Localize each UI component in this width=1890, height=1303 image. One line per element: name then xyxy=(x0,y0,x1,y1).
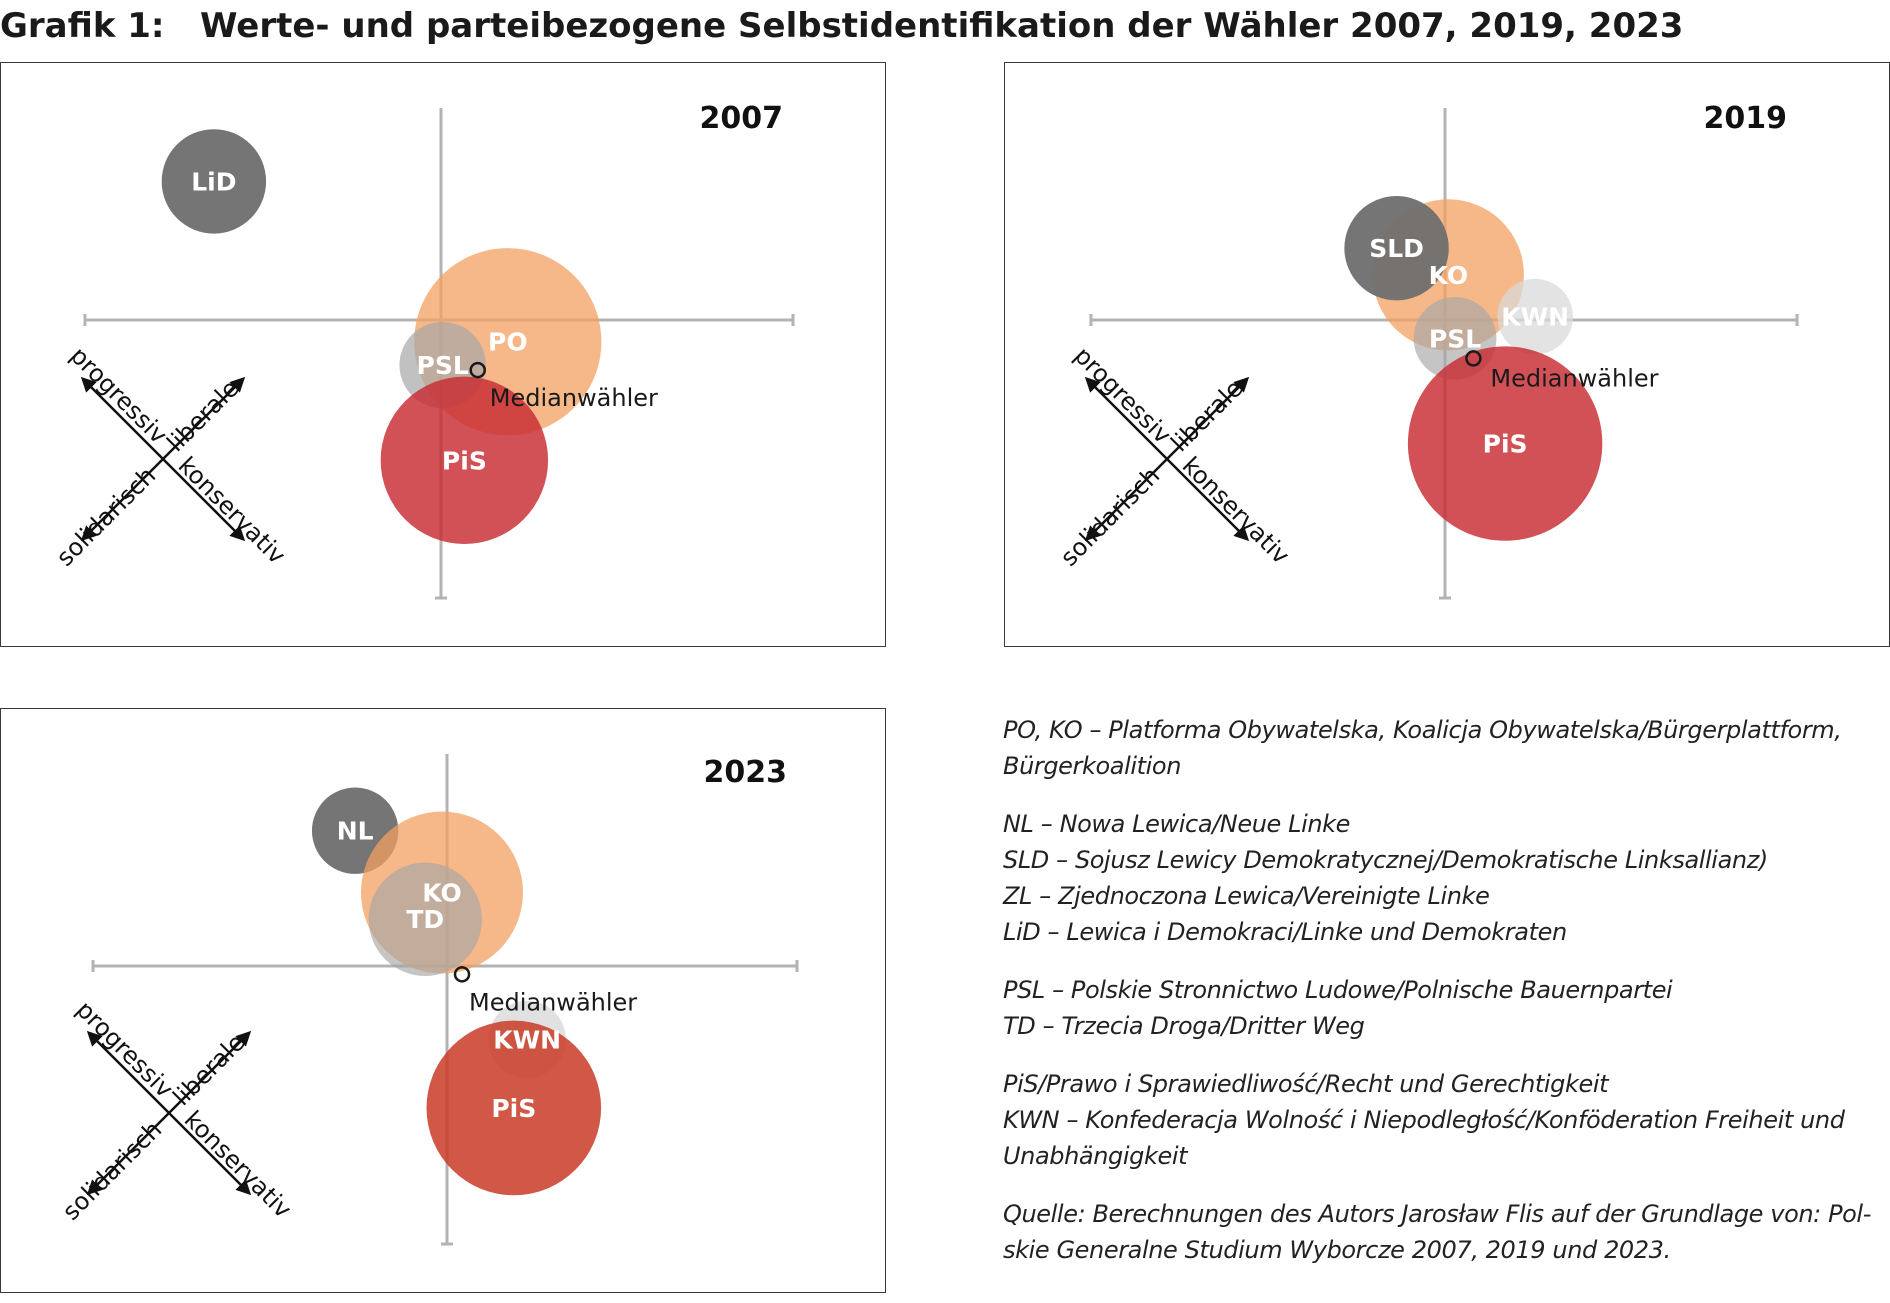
bubble-label-pis: PiS xyxy=(442,446,487,475)
bubble-td xyxy=(368,862,482,976)
axis-label-konservativ: konservativ xyxy=(179,1105,297,1223)
figure-title-text: Werte- und parteibezogene Selbstidentifi… xyxy=(200,6,1684,46)
bubble-label-sld: SLD xyxy=(1369,234,1424,263)
axis-label-progressiv: progressiv xyxy=(1069,341,1177,449)
bubble-sld xyxy=(1344,195,1449,301)
axis-label-progressiv: progressiv xyxy=(71,995,179,1103)
legend-group-psl-td: PSL – Polskie Stronnictwo Ludowe/Polnisc… xyxy=(1003,972,1888,1044)
axis-arrow-progressiv-konservativ xyxy=(1084,376,1250,542)
legend-line: PiS/Prawo i Sprawiedliwość/Recht und Ger… xyxy=(1003,1070,1609,1098)
axis-label-konservativ: konservativ xyxy=(173,451,291,569)
bubble-label-kwn: KWN xyxy=(493,1025,561,1054)
legend-group-left: NL – Nowa Lewica/Neue Linke SLD – Sojusz… xyxy=(1003,806,1888,950)
bubble-label-kwn: KWN xyxy=(1501,303,1569,332)
bubble-pis xyxy=(426,1020,602,1196)
legend-group-po-ko: PO, KO – Platforma Obywatelska, Koalicja… xyxy=(1003,712,1888,784)
median-voter-marker xyxy=(1465,350,1482,367)
axis-label-liberale: liberale xyxy=(1165,374,1248,457)
figure-title: Grafik 1: Werte- und parteibezogene Selb… xyxy=(0,6,1890,50)
figure-number: Grafik 1: xyxy=(0,6,165,46)
axis-label-konservativ: konservativ xyxy=(1177,451,1295,569)
bubble-label-psl: PSL xyxy=(1429,324,1481,353)
bubble-label-td: TD xyxy=(406,905,444,934)
bubble-label-ko: KO xyxy=(422,879,462,908)
bubble-chart-2007: 2007 LiD PO PSL PiS Medianwähler liberaleprogr… xyxy=(51,101,795,600)
legend-line: KWN – Konfederacja Wolność i Niepodległo… xyxy=(1003,1106,1845,1134)
bubble-kwn xyxy=(1497,278,1573,355)
year-label: 2023 xyxy=(704,755,788,790)
bubble-label-po: PO xyxy=(488,328,528,357)
median-voter-label: Medianwähler xyxy=(469,988,637,1016)
legend-line: Bürgerkoalition xyxy=(1003,752,1182,780)
bubble-label-pis: PiS xyxy=(491,1094,536,1123)
panel-2019: 2019 KO SLD PSL KWN PiS Medianwähler liberale pr… xyxy=(1004,62,1890,647)
bubble-label-ko: KO xyxy=(1429,261,1469,290)
legend-line: SLD – Sojusz Lewicy Demokratycznej/Demok… xyxy=(1003,846,1768,874)
median-voter-marker xyxy=(469,361,486,379)
source-line: skie Generalne Studium Wyborcze 2007, 20… xyxy=(1003,1236,1671,1264)
axis-label-liberale: liberale xyxy=(167,1028,250,1111)
axis-arrow-progressiv-konservativ xyxy=(86,1030,252,1196)
median-voter-label: Medianwähler xyxy=(1490,364,1658,392)
legend-line: PO, KO – Platforma Obywatelska, Koalicja… xyxy=(1003,716,1842,744)
axis-label-solidarisch: solidarisch xyxy=(51,461,161,571)
legend-line: TD – Trzecia Droga/Dritter Weg xyxy=(1003,1012,1365,1040)
legend-line: LiD – Lewica i Demokraci/Linke und Demok… xyxy=(1003,918,1567,946)
legend-line: PSL – Polskie Stronnictwo Ludowe/Polnisc… xyxy=(1003,976,1673,1004)
year-label: 2007 xyxy=(700,101,784,136)
legend-line: ZL – Zjednoczona Lewica/Vereinigte Linke xyxy=(1003,882,1490,910)
bubble-label-pis: PiS xyxy=(1483,430,1528,459)
bubble-lid xyxy=(161,129,267,234)
legend-line: Unabhängigkeit xyxy=(1003,1142,1188,1170)
median-voter-label: Medianwähler xyxy=(490,384,658,412)
bubble-label-nl: NL xyxy=(337,817,374,846)
panel-2023: 2023 NL KO TD KWN PiS Medianwähler liberale prog… xyxy=(0,708,886,1293)
source-note: Quelle: Berechnungen des Autors Jarosław… xyxy=(1003,1196,1888,1268)
panel-2007: 2007 LiD PO PSL PiS Medianwähler liberale progr… xyxy=(0,62,886,647)
axis-label-progressiv: progressiv xyxy=(65,341,173,449)
axis-label-liberale: liberale xyxy=(161,374,244,457)
legend-group-pis-kwn: PiS/Prawo i Sprawiedliwość/Recht und Ger… xyxy=(1003,1066,1888,1174)
bubble-label-lid: LiD xyxy=(191,167,236,196)
axis-label-solidarisch: solidarisch xyxy=(57,1115,167,1225)
source-line: Quelle: Berechnungen des Autors Jarosław… xyxy=(1003,1200,1871,1228)
axis-label-solidarisch: solidarisch xyxy=(1055,461,1165,571)
bubble-label-psl: PSL xyxy=(417,351,469,380)
axis-arrow-progressiv-konservativ xyxy=(80,376,246,542)
legend-line: NL – Nowa Lewica/Neue Linke xyxy=(1003,810,1351,838)
legend: PO, KO – Platforma Obywatelska, Koalicja… xyxy=(1003,712,1888,1268)
year-label: 2019 xyxy=(1704,101,1788,136)
median-voter-marker xyxy=(453,966,471,983)
bubble-pis xyxy=(1407,346,1603,541)
bubble-pis xyxy=(380,376,549,544)
